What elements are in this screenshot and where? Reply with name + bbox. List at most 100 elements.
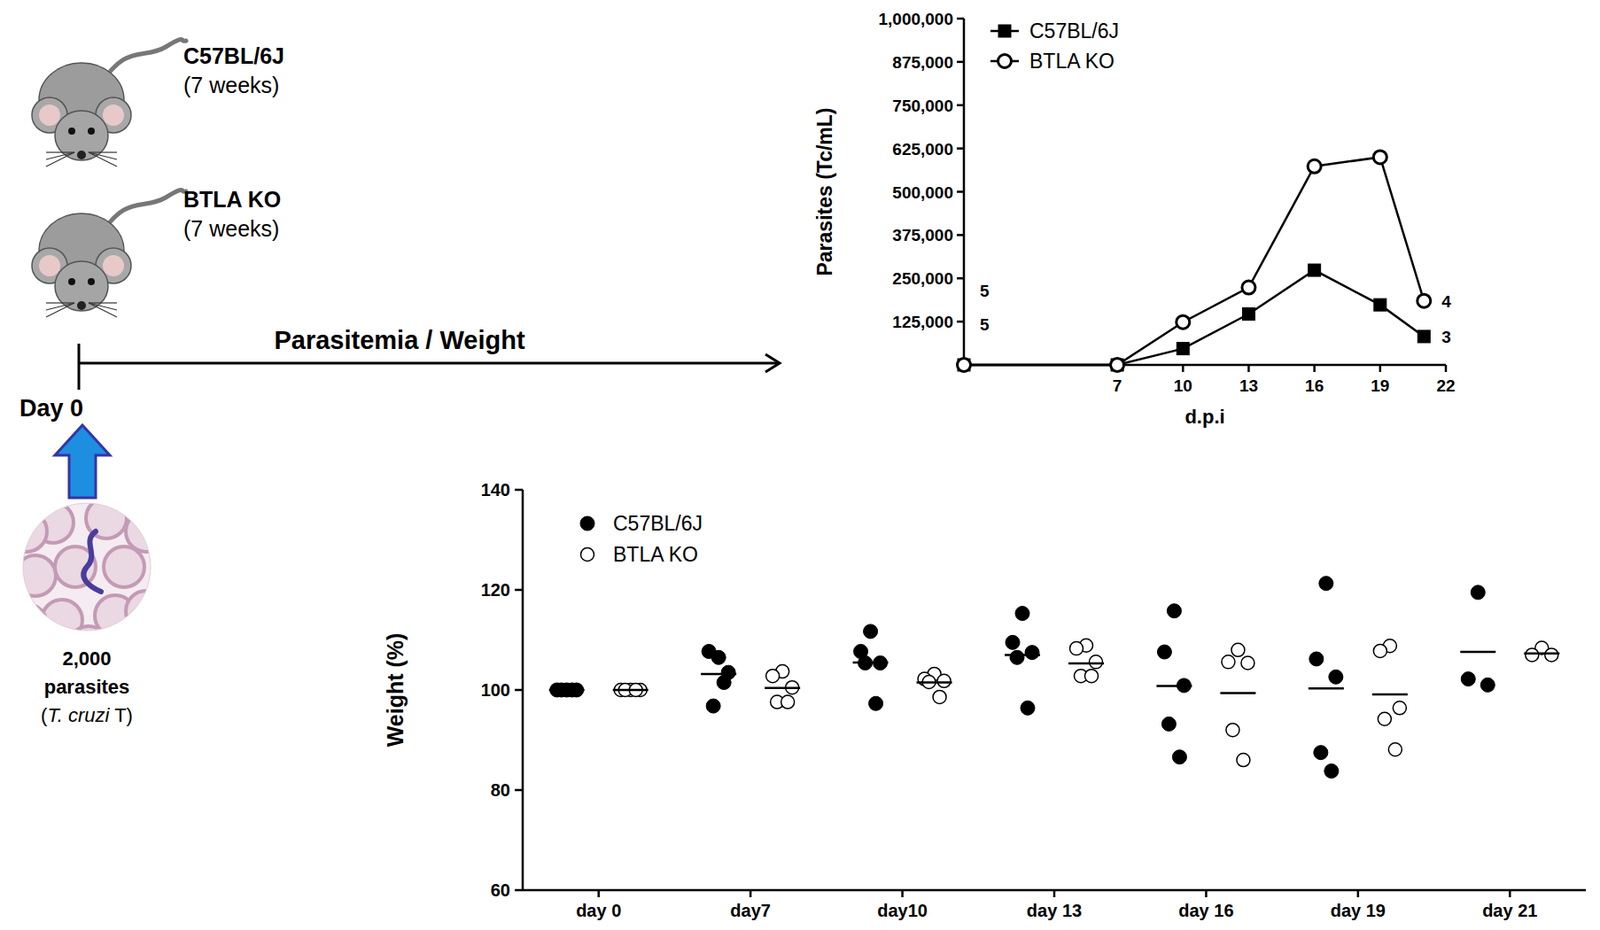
legend-marker <box>580 516 595 531</box>
y-tick <box>514 889 523 893</box>
red-blood-cell <box>15 555 56 597</box>
x-tick-label: day 19 <box>1330 900 1386 921</box>
data-point <box>706 699 721 714</box>
n-start-label: 5 <box>979 315 990 334</box>
mouse-nose <box>77 301 86 311</box>
data-point <box>1313 745 1329 761</box>
data-point <box>1525 648 1539 662</box>
mouse-whisker <box>46 152 75 167</box>
data-point <box>1392 701 1406 715</box>
y-tick-label: 875,000 <box>892 53 954 72</box>
data-point <box>1417 294 1431 308</box>
red-blood-cell <box>125 511 167 552</box>
mouse-age: (7 weeks) <box>183 216 280 241</box>
data-point <box>1110 358 1125 373</box>
y-tick <box>956 233 964 237</box>
x-tick <box>1204 890 1208 898</box>
data-point <box>766 669 780 684</box>
data-point <box>1176 342 1189 356</box>
n-end-label: 3 <box>1441 327 1452 347</box>
y-tick-label: 375,000 <box>892 225 954 245</box>
n-start-label: 5 <box>979 281 990 301</box>
timeline-start <box>77 343 81 390</box>
mouse-strain: C57BL/6J <box>183 43 285 69</box>
plot-area <box>549 576 1561 779</box>
x-tick <box>1247 365 1251 373</box>
y-tick-label: 80 <box>490 780 511 800</box>
data-point <box>1172 750 1187 765</box>
x-tick-label: 10 <box>1173 376 1193 396</box>
mean-line <box>1460 651 1496 654</box>
y-tick <box>514 789 523 793</box>
data-point <box>1308 264 1321 277</box>
mouse-whisker <box>88 302 117 318</box>
legend-marker <box>581 548 595 562</box>
y-tick-label: 625,000 <box>892 139 954 159</box>
x-tick <box>1181 365 1185 373</box>
data-point <box>957 358 971 373</box>
y-tick-label: 125,000 <box>892 312 954 332</box>
x-tick-label: day 21 <box>1482 900 1538 921</box>
data-point <box>781 695 795 709</box>
mouse-whisker <box>46 151 75 153</box>
mean-line <box>764 686 800 690</box>
data-point <box>1015 606 1030 622</box>
data-point <box>1025 645 1040 661</box>
n-end-label: 4 <box>1441 292 1452 311</box>
y-tick <box>956 61 964 64</box>
data-point <box>1166 604 1181 619</box>
data-point <box>1545 648 1559 662</box>
x-tick-label: 16 <box>1304 376 1324 396</box>
x-tick <box>1053 890 1057 898</box>
strain-suffix: T) <box>108 704 133 727</box>
mouse-eye <box>87 127 95 135</box>
y-tick <box>956 104 964 108</box>
data-point <box>1373 150 1387 164</box>
data-point <box>1231 643 1245 657</box>
x-tick-label: day 0 <box>575 900 622 921</box>
y-tick <box>956 320 964 324</box>
data-point <box>1005 635 1020 650</box>
data-point <box>1070 642 1084 656</box>
inoculum-count: 2,000 <box>62 647 111 670</box>
data-point <box>1242 280 1256 295</box>
mean-line <box>1523 652 1560 656</box>
x-tick-label: day 16 <box>1178 900 1234 921</box>
figure: C57BL/6J(7 weeks)BTLA KO(7 weeks)Parasit… <box>0 0 1600 930</box>
legend-label: C57BL/6J <box>1029 19 1119 43</box>
data-point <box>701 644 716 659</box>
y-tick-label: 1,000,000 <box>877 9 954 29</box>
x-tick <box>597 890 600 898</box>
mouse-icon <box>31 190 187 318</box>
data-point <box>1460 672 1476 687</box>
mean-line <box>1308 687 1344 691</box>
x-tick-label: 13 <box>1239 376 1259 396</box>
data-point <box>1388 743 1402 757</box>
mouse-head <box>54 110 109 161</box>
legend-marker <box>998 54 1012 69</box>
y-tick-label: 250,000 <box>892 269 954 288</box>
x-axis-title: d.p.i <box>1184 405 1225 428</box>
y-tick <box>956 190 964 194</box>
x-tick <box>1444 365 1448 373</box>
mouse-whisker <box>46 302 75 311</box>
x-tick-label: 22 <box>1436 376 1455 396</box>
timeline-label: Parasitemia / Weight <box>273 326 525 355</box>
mean-line <box>1004 653 1041 657</box>
legend-marker <box>998 24 1011 38</box>
x-tick-label: day10 <box>877 900 928 921</box>
data-point <box>869 696 884 711</box>
mouse-whisker <box>88 151 117 153</box>
mouse-strain: BTLA KO <box>183 186 281 212</box>
series-line <box>963 156 1424 366</box>
mouse-eye <box>68 127 76 135</box>
day-label: Day 0 <box>19 395 84 422</box>
data-point <box>1377 712 1391 726</box>
mouse-ear-inner <box>102 255 125 277</box>
data-point <box>1110 358 1124 372</box>
mouse-icon <box>31 39 187 167</box>
data-point <box>1176 315 1190 329</box>
data-point <box>1480 677 1495 692</box>
data-point <box>1470 585 1485 600</box>
inoculum-unit: parasites <box>44 675 131 699</box>
